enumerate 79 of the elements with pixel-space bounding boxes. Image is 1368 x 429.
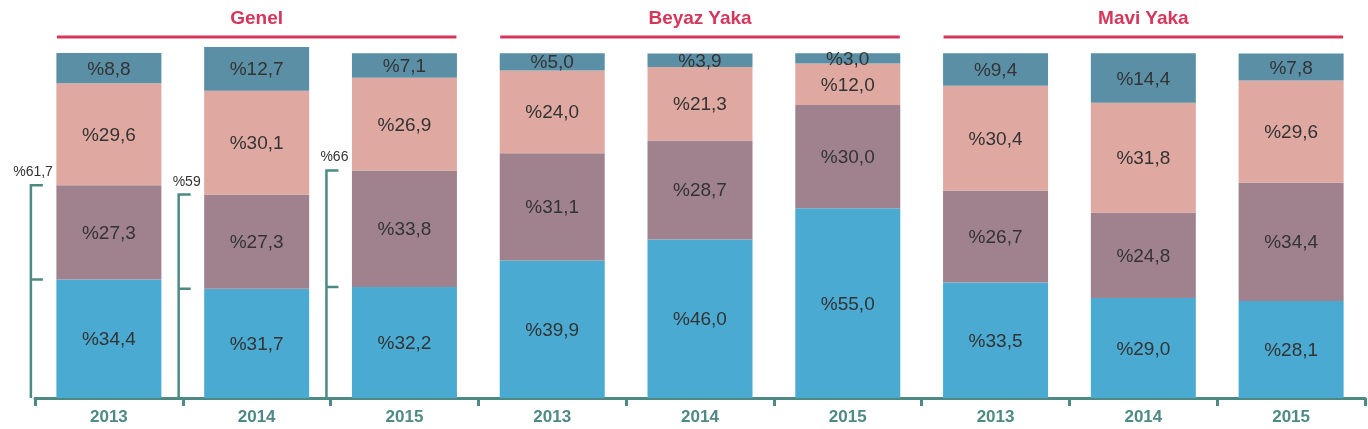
bar — [1238, 182, 1344, 302]
data-label: %3,9 — [678, 49, 722, 71]
data-label: %24,0 — [525, 101, 580, 123]
text: Genel — [230, 7, 284, 28]
bar — [204, 194, 310, 289]
x-tick-label: 2014 — [237, 407, 277, 426]
x-tick-label: 2013 — [976, 407, 1015, 426]
bar — [943, 282, 1049, 398]
data-label: %26,7 — [968, 225, 1023, 247]
data-label: %46,0 — [673, 308, 727, 330]
data-label: %33,8 — [377, 218, 432, 240]
data-label: %7,8 — [1269, 56, 1313, 78]
bar — [499, 260, 605, 398]
bar — [795, 208, 901, 398]
data-label: %9,4 — [973, 58, 1018, 80]
bar — [943, 190, 1049, 283]
data-label: %26,9 — [377, 113, 432, 135]
bar — [351, 170, 457, 287]
x-tick-label: 2014 — [681, 407, 720, 426]
data-label: %5,0 — [530, 51, 574, 73]
bar — [351, 286, 457, 398]
bar — [499, 70, 605, 154]
data-label: %32,2 — [377, 331, 432, 353]
data-label: %29,6 — [1264, 120, 1319, 142]
bar — [943, 53, 1049, 86]
bar — [499, 153, 605, 261]
bar — [943, 85, 1049, 191]
bar — [56, 83, 162, 186]
data-label: %14,4 — [1116, 67, 1171, 89]
x-tick-label: 2015 — [828, 407, 867, 426]
bar — [351, 53, 457, 78]
bar — [1090, 212, 1196, 299]
bar — [1090, 102, 1196, 213]
data-label: %29,6 — [81, 123, 136, 145]
x-tick-label: 2013 — [533, 407, 572, 426]
bar — [204, 90, 310, 195]
data-label: %12,0 — [820, 73, 875, 95]
data-label: %27,3 — [229, 231, 284, 253]
x-tick-label: 2013 — [89, 407, 128, 426]
bar — [1238, 301, 1344, 398]
bar — [647, 239, 753, 398]
data-label: %30,4 — [968, 127, 1023, 149]
bar — [351, 77, 457, 171]
x-tick-label: 2014 — [1124, 407, 1163, 426]
data-label: %39,9 — [525, 318, 580, 340]
data-label: %28,7 — [673, 179, 727, 201]
text: Beyaz Yaka — [648, 7, 753, 28]
bar — [1090, 298, 1196, 398]
bar — [204, 47, 310, 91]
data-label: %12,7 — [229, 58, 284, 80]
annotation: %61,7 — [13, 163, 53, 180]
data-label: %28,1 — [1264, 339, 1319, 361]
annotation: %59 — [172, 172, 201, 189]
bar — [795, 104, 901, 209]
bar — [1090, 53, 1196, 103]
data-label: %31,7 — [229, 332, 284, 354]
bar — [56, 185, 162, 280]
data-label: %27,3 — [81, 221, 136, 243]
bar — [1238, 80, 1344, 183]
data-label: %33,5 — [968, 329, 1023, 351]
data-label: %7,1 — [382, 54, 427, 76]
data-label: %21,3 — [673, 93, 727, 115]
data-label: %55,0 — [820, 292, 875, 314]
data-label: %8,8 — [87, 57, 131, 79]
bar — [56, 279, 162, 398]
x-tick-label: 2015 — [385, 407, 424, 426]
data-label: %31,1 — [525, 196, 580, 218]
bar — [647, 140, 753, 240]
x-tick-label: 2015 — [1272, 407, 1311, 426]
text: Mavi Yaka — [1098, 7, 1190, 28]
data-label: %24,8 — [1116, 244, 1171, 266]
data-label: %30,1 — [229, 132, 284, 154]
bar — [204, 288, 310, 398]
data-label: %30,0 — [820, 146, 875, 168]
annotation: %66 — [320, 148, 349, 165]
data-label: %34,4 — [81, 328, 137, 350]
data-label: %31,8 — [1116, 147, 1171, 169]
data-label: %34,4 — [1264, 231, 1319, 253]
data-label: %29,0 — [1116, 337, 1171, 359]
